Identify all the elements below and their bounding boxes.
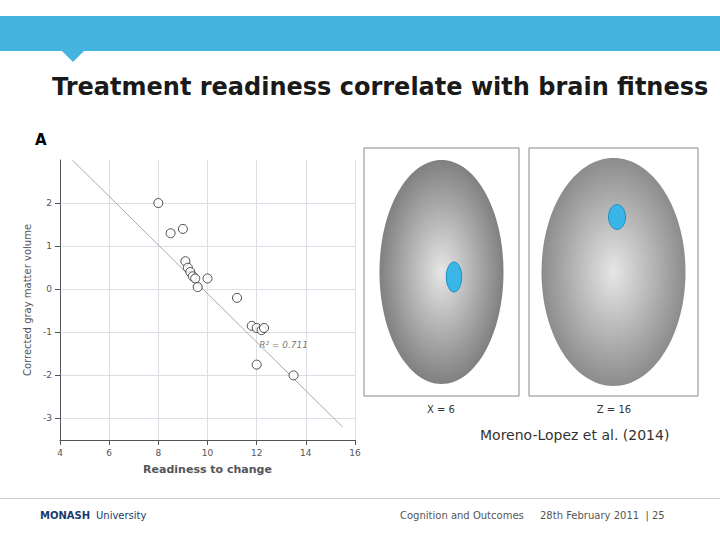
svg-text:-1: -1	[43, 327, 52, 337]
svg-text:10: 10	[202, 448, 214, 458]
svg-text:8: 8	[155, 448, 161, 458]
svg-text:28th February 2011 | 25: 28th February 2011 | 25	[540, 510, 665, 522]
svg-text:6: 6	[106, 448, 112, 458]
svg-text:Moreno-Lopez et al. (2014): Moreno-Lopez et al. (2014)	[480, 427, 669, 443]
svg-text:12: 12	[251, 448, 262, 458]
svg-text:14: 14	[300, 448, 312, 458]
svg-text:2: 2	[46, 198, 52, 208]
svg-text:University: University	[96, 510, 147, 521]
svg-text:MONASH: MONASH	[40, 510, 90, 521]
svg-text:X = 6: X = 6	[427, 404, 455, 415]
svg-text:Treatment readiness correlate: Treatment readiness correlate with brain…	[52, 73, 708, 101]
svg-text:-2: -2	[43, 370, 52, 380]
svg-text:4: 4	[57, 448, 63, 458]
svg-text:A: A	[35, 131, 47, 149]
svg-text:R² = 0.711: R² = 0.711	[259, 340, 308, 350]
svg-text:Z = 16: Z = 16	[597, 404, 631, 415]
svg-text:0: 0	[46, 284, 52, 294]
svg-text:16: 16	[349, 448, 361, 458]
svg-text:Readiness to change: Readiness to change	[143, 463, 272, 476]
svg-text:-3: -3	[43, 413, 52, 423]
svg-text:Corrected gray matter volume: Corrected gray matter volume	[22, 224, 33, 376]
svg-text:1: 1	[46, 241, 52, 251]
svg-text:Cognition and Outcomes: Cognition and Outcomes	[400, 510, 524, 521]
